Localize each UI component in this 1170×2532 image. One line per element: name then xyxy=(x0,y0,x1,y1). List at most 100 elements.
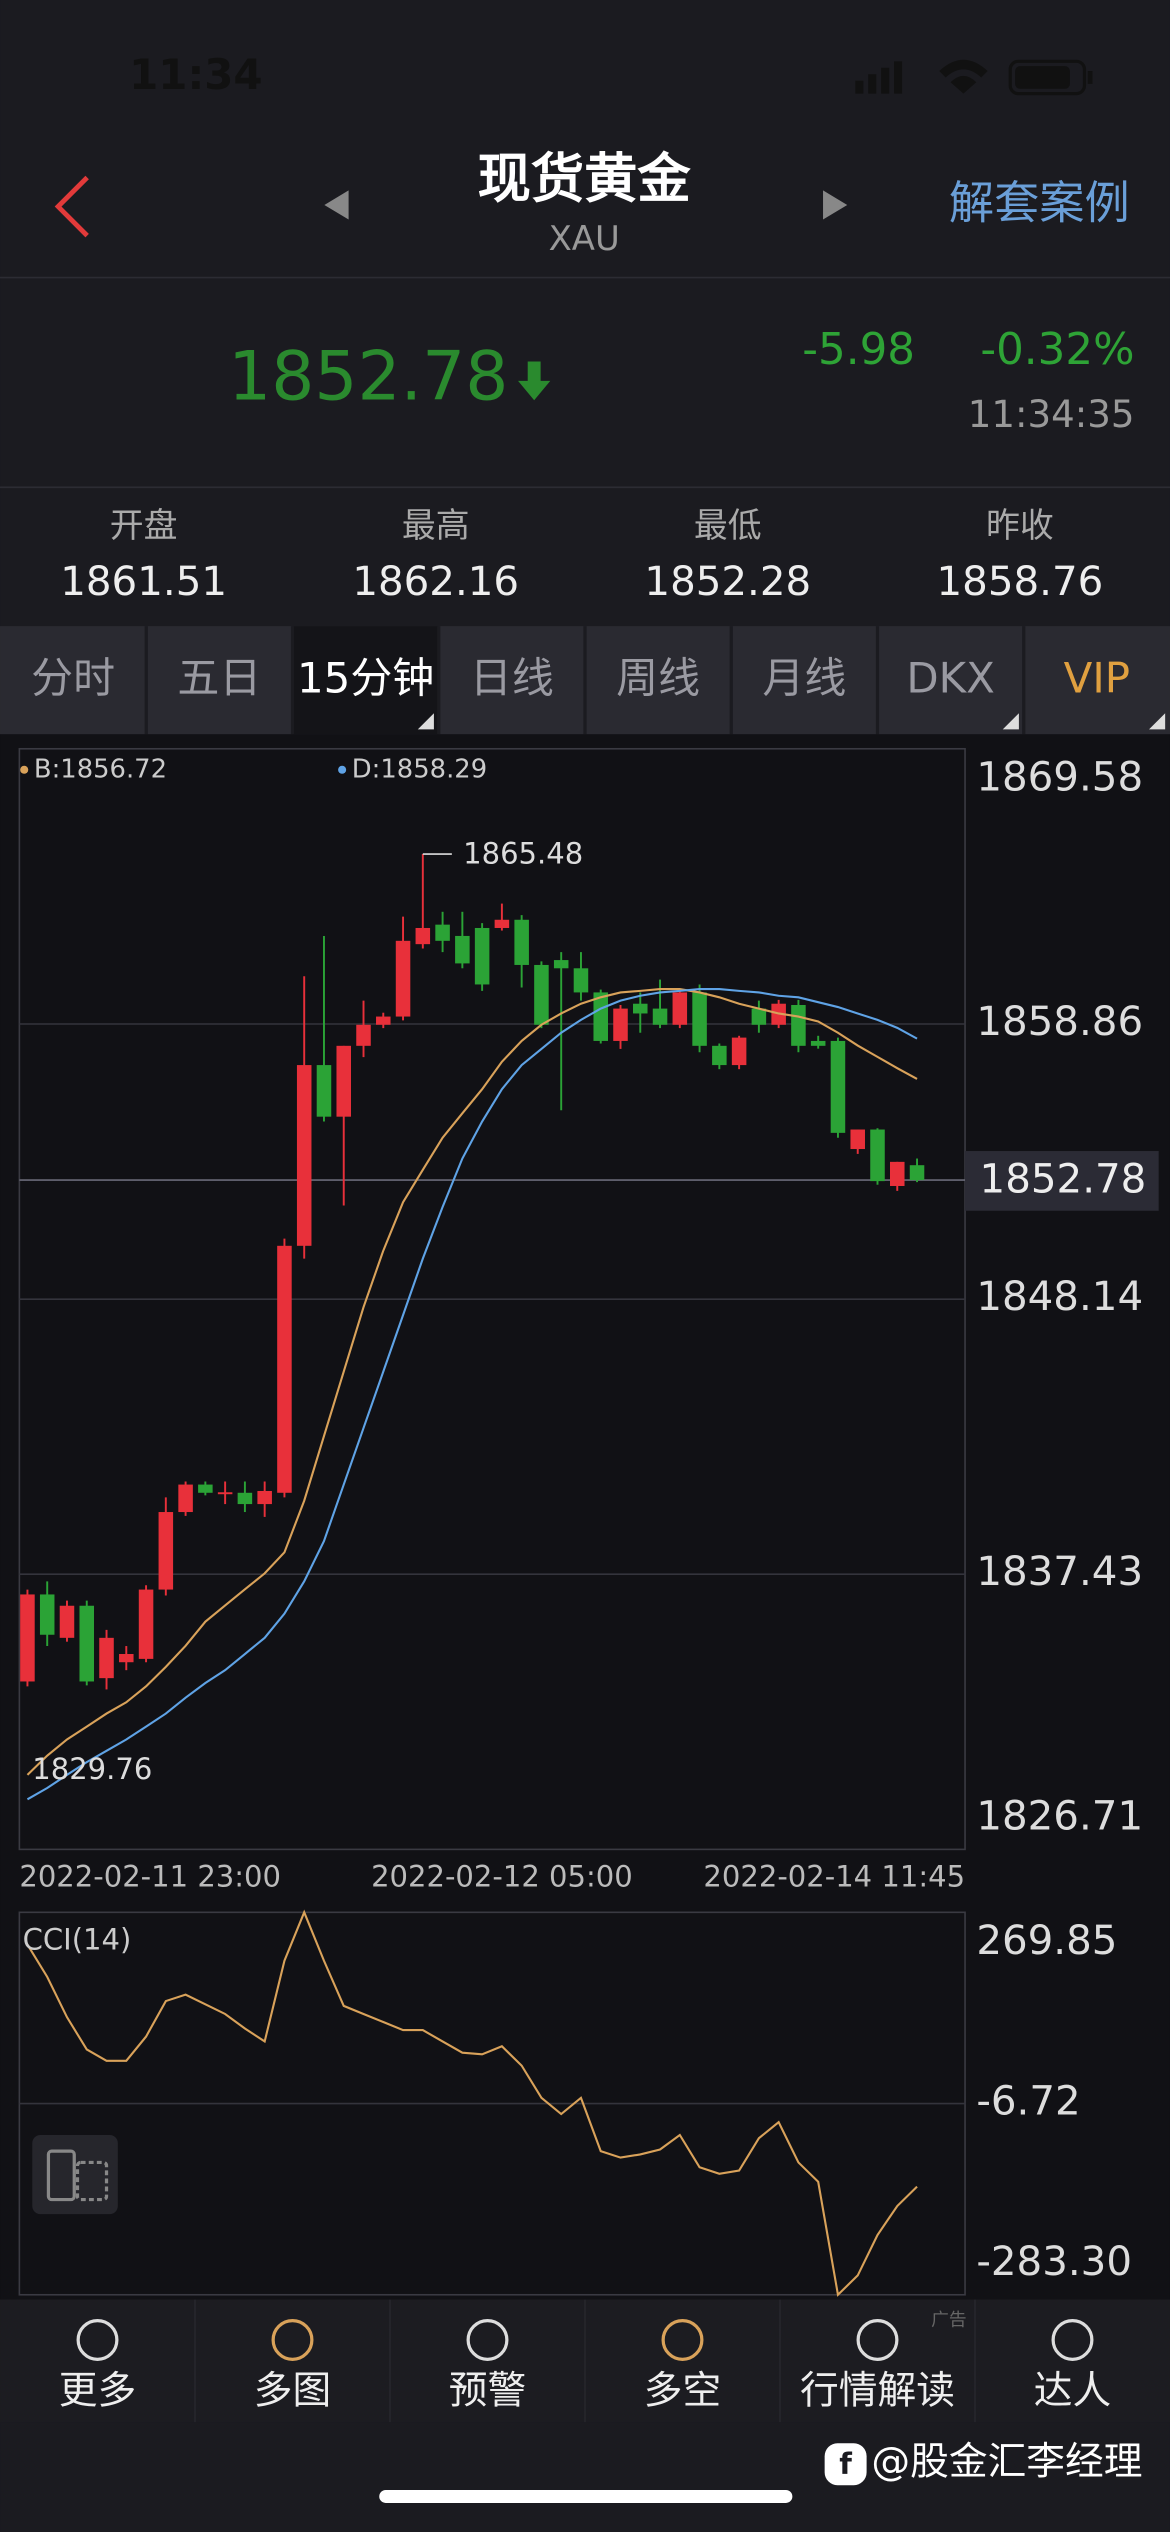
orientation-icon xyxy=(75,2160,109,2202)
candle-body xyxy=(850,1129,865,1150)
stat-label: 昨收 xyxy=(986,506,1054,545)
candle-body xyxy=(534,964,549,1025)
tab[interactable]: 日线 xyxy=(470,654,554,703)
tab[interactable]: 分时 xyxy=(31,654,115,703)
orientation-icon xyxy=(46,2149,76,2202)
candle-body xyxy=(277,1245,292,1493)
indicator-line xyxy=(26,1909,918,2297)
y-tick-label: -6.72 xyxy=(976,2078,1080,2125)
change: -5.98 xyxy=(802,325,915,375)
status-icons xyxy=(855,59,1093,96)
stats: 开盘 1861.51 最高 1862.16 最低 1852.28 昨收 1858.76 xyxy=(60,506,1103,605)
footer xyxy=(0,2422,1170,2532)
nav-icon xyxy=(1051,2318,1094,2361)
candle-body xyxy=(376,1016,391,1025)
change-pct: -0.32% xyxy=(980,325,1134,375)
indicator-title: CCI(14) xyxy=(23,1922,132,1956)
candle-body xyxy=(158,1512,174,1590)
candle-body xyxy=(316,1065,332,1117)
tab[interactable]: 月线 xyxy=(762,654,846,703)
status-time: 11:34 xyxy=(129,50,262,99)
candle-body xyxy=(39,1594,55,1635)
candle-body xyxy=(712,1045,727,1066)
stat-label: 最高 xyxy=(402,506,470,545)
tab-indicator xyxy=(417,713,434,730)
nav-item[interactable]: 多空 xyxy=(644,2369,721,2414)
candle-body xyxy=(336,1045,352,1117)
stat-label: 最低 xyxy=(694,506,762,545)
candle-body xyxy=(138,1589,154,1659)
down-arrow xyxy=(518,361,551,401)
subtitle: XAU xyxy=(549,219,620,258)
candle-body xyxy=(652,1008,668,1025)
candle-body xyxy=(59,1605,75,1638)
candle-body xyxy=(455,935,470,964)
nav-item[interactable]: 多图 xyxy=(254,2369,331,2414)
nav-item[interactable]: 预警 xyxy=(449,2369,526,2414)
back-button[interactable] xyxy=(54,175,89,238)
candle-body xyxy=(890,1161,905,1186)
candle-body xyxy=(395,940,411,1017)
tab[interactable]: 15分钟 xyxy=(297,654,434,703)
x-tick-label: 2022-02-12 05:00 xyxy=(371,1859,633,1893)
stat-value: 1858.76 xyxy=(937,558,1104,605)
x-tick-label: 2022-02-14 11:45 xyxy=(703,1859,965,1893)
nav-item[interactable]: 达人 xyxy=(1034,2369,1111,2414)
candle-body xyxy=(613,1008,628,1041)
high-label: 1865.48 xyxy=(463,837,583,871)
candle-body xyxy=(553,960,569,969)
quote-time: 11:34:35 xyxy=(968,393,1135,436)
title: 现货黄金 xyxy=(478,148,692,210)
nav-icon xyxy=(466,2318,509,2361)
candle-body xyxy=(633,1003,648,1014)
legend-label: D:1858.29 xyxy=(352,754,487,784)
moving-average xyxy=(26,988,918,1776)
next-button[interactable] xyxy=(823,190,848,220)
tab-indicator xyxy=(1002,713,1019,730)
charts: 1869.58 1858.86 1848.14 1837.43 1826.71 1852.… xyxy=(18,747,1159,2297)
low-label: 1829.76 xyxy=(32,1752,152,1786)
nav-item[interactable]: 更多 xyxy=(59,2369,136,2414)
home-indicator xyxy=(379,2490,793,2503)
y-tick-label: 1869.58 xyxy=(976,753,1143,800)
candle-body xyxy=(870,1129,885,1182)
x-tick-label: 2022-02-11 23:00 xyxy=(19,1859,281,1893)
candle-body xyxy=(731,1037,747,1066)
tab[interactable]: 周线 xyxy=(616,654,700,703)
stat-value: 1861.51 xyxy=(60,558,227,605)
tab[interactable]: VIP xyxy=(1064,654,1130,703)
y-tick-label: 269.85 xyxy=(976,1917,1117,1964)
candle-body xyxy=(474,927,490,985)
y-tick-label: 1848.14 xyxy=(976,1273,1143,1320)
y-tick-label: 1858.86 xyxy=(976,998,1143,1045)
stat-label: 开盘 xyxy=(110,506,178,545)
tabs: 分时 五日 15分钟 日线 周线 月线 DKX VIP xyxy=(0,626,1170,735)
nav-item[interactable]: 行情解读 xyxy=(800,2369,955,2414)
candle-body xyxy=(178,1484,193,1513)
candle-body xyxy=(79,1605,95,1682)
moving-average xyxy=(26,988,918,1801)
candle-body xyxy=(257,1490,272,1505)
tab-selected xyxy=(292,626,439,735)
tab-indicator xyxy=(1149,713,1166,730)
prev-button[interactable] xyxy=(324,190,349,220)
y-tick-label: 1837.43 xyxy=(976,1548,1143,1595)
nav: 更多 多图 预警 多空 行情解读 达人 xyxy=(59,2299,1111,2423)
last-price-label: 1852.78 xyxy=(980,1156,1147,1203)
legend-label: B:1856.72 xyxy=(34,754,167,784)
tab[interactable]: DKX xyxy=(906,654,995,703)
candle-body xyxy=(791,1005,806,1046)
candle-body xyxy=(672,992,688,1025)
legend-dot xyxy=(338,765,347,774)
candle-body xyxy=(909,1165,925,1181)
nav-icon xyxy=(661,2318,704,2361)
candle-body xyxy=(810,1040,826,1046)
nav-icon xyxy=(76,2318,119,2361)
tab[interactable]: 五日 xyxy=(177,654,261,703)
header-action[interactable]: 解套案例 xyxy=(949,177,1130,230)
candle-body xyxy=(751,1008,767,1025)
price: 1852.78 xyxy=(228,336,508,415)
y-tick-label: 1826.71 xyxy=(976,1793,1143,1840)
nav-icon xyxy=(856,2318,899,2361)
